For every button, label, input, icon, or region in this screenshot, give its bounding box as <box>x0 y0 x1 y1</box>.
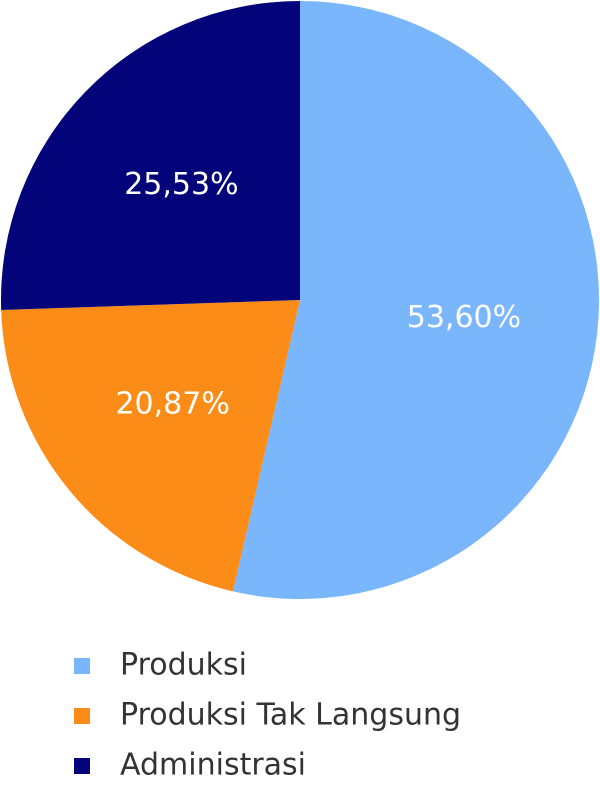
pie-slice <box>0 1 300 310</box>
legend-swatch <box>74 658 90 674</box>
legend-label: Produksi <box>120 648 247 683</box>
value-label: 20,87% <box>115 386 229 421</box>
value-label: 25,53% <box>124 167 238 202</box>
pie-slice <box>1 300 301 592</box>
legend-swatch <box>74 758 90 774</box>
legend-label: Administrasi <box>120 748 306 783</box>
legend-swatch <box>74 708 90 724</box>
value-label: 53,60% <box>407 300 521 335</box>
pie-slice <box>232 1 599 599</box>
legend-label: Produksi Tak Langsung <box>120 698 461 733</box>
